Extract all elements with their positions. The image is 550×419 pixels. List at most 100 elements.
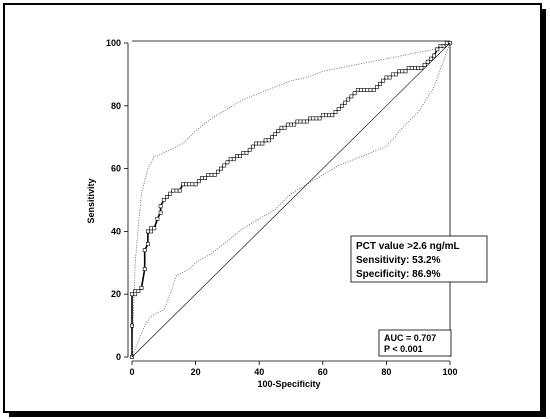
roc-point [352,91,357,96]
roc-point [263,138,268,143]
auc-box [378,329,452,357]
roc-point [152,226,157,231]
roc-point [336,107,341,111]
roc-point [200,176,204,180]
roc-point [206,173,211,177]
ticks-layer: 0 20 40 60 80 100 0 20 40 60 80 100 [106,38,458,377]
roc-point [419,66,424,71]
roc-point [149,229,154,234]
roc-point [413,66,417,71]
roc-point [289,122,293,127]
roc-point [304,119,309,124]
roc-point [292,122,297,127]
x-tick-label: 80 [381,367,391,377]
roc-point [168,191,173,196]
roc-point [187,182,192,187]
roc-point [219,166,223,171]
roc-point [241,151,246,155]
roc-point [146,242,150,246]
roc-point [181,182,185,187]
criterion-line-2: Sensitivity: 53.2% [356,255,441,266]
lower-ci-curve [131,42,451,358]
reference-diagonal [131,42,451,358]
x-tick-label: 20 [191,367,201,377]
roc-point [384,75,389,80]
roc-point [216,169,220,174]
roc-point [282,125,287,130]
roc-point [158,204,163,209]
roc-point [266,138,271,143]
roc-point [362,88,367,93]
roc-point [397,69,402,74]
x-tick-label: 60 [318,367,328,377]
roc-point [161,198,166,202]
roc-point [311,116,316,121]
roc-point [190,182,195,187]
criterion-line-3: Specificity: 86.9% [356,269,441,280]
roc-point [139,285,144,290]
roc-point [301,119,306,124]
roc-point [273,132,278,137]
roc-point [130,323,134,328]
roc-point [355,88,360,93]
roc-point [222,163,227,168]
roc-point [196,179,201,184]
criterion-line-1: PCT value >2.6 ng/mL [356,241,460,252]
roc-point [409,66,414,71]
roc-point [346,97,351,102]
roc-point [390,72,395,77]
roc-point [203,176,208,180]
roc-point [432,53,437,58]
y-tick-label: 80 [111,101,121,111]
roc-point [298,119,303,124]
roc-point [428,56,433,61]
roc-point [295,119,300,124]
roc-point [317,116,322,121]
roc-point [381,78,386,83]
y-tick-label: 20 [111,289,121,299]
roc-point [212,173,217,177]
roc-point [339,103,344,108]
roc-point [257,141,262,146]
roc-point [184,182,189,187]
roc-point [279,125,284,130]
roc-point [158,210,163,215]
x-axis-title: 100-Specificity [257,379,320,389]
roc-point [343,100,348,105]
roc-point [250,144,255,149]
roc-point [247,147,252,152]
roc-point [403,69,408,74]
roc-point [308,116,313,121]
y-axis-title: Sensitivity [86,178,96,223]
roc-point [333,110,338,115]
roc-point [149,226,154,231]
roc-point [371,88,376,93]
roc-point [244,151,249,155]
roc-point [359,88,363,93]
roc-point [235,154,239,158]
auc-line-1: AUC = 0.707 [384,333,436,343]
roc-point [276,129,281,133]
roc-point [406,66,411,71]
roc-point [174,188,179,193]
roc-point [193,182,198,187]
roc-point [349,94,354,99]
roc-point [142,267,147,272]
roc-point [327,113,332,118]
roc-point [146,229,150,234]
roc-point [374,85,379,89]
series-layer [130,41,452,359]
roc-point [378,81,382,86]
y-tick-label: 100 [106,38,121,48]
roc-point [269,135,274,140]
roc-point [165,195,169,199]
auc-line-2: P < 0.001 [384,344,423,354]
y-tick-label: 40 [111,226,121,236]
roc-point [177,188,182,193]
x-tick-label: 0 [129,367,134,377]
y-tick-label: 60 [111,164,121,174]
roc-point [130,292,134,297]
roc-point [225,160,230,165]
roc-point [209,173,214,177]
